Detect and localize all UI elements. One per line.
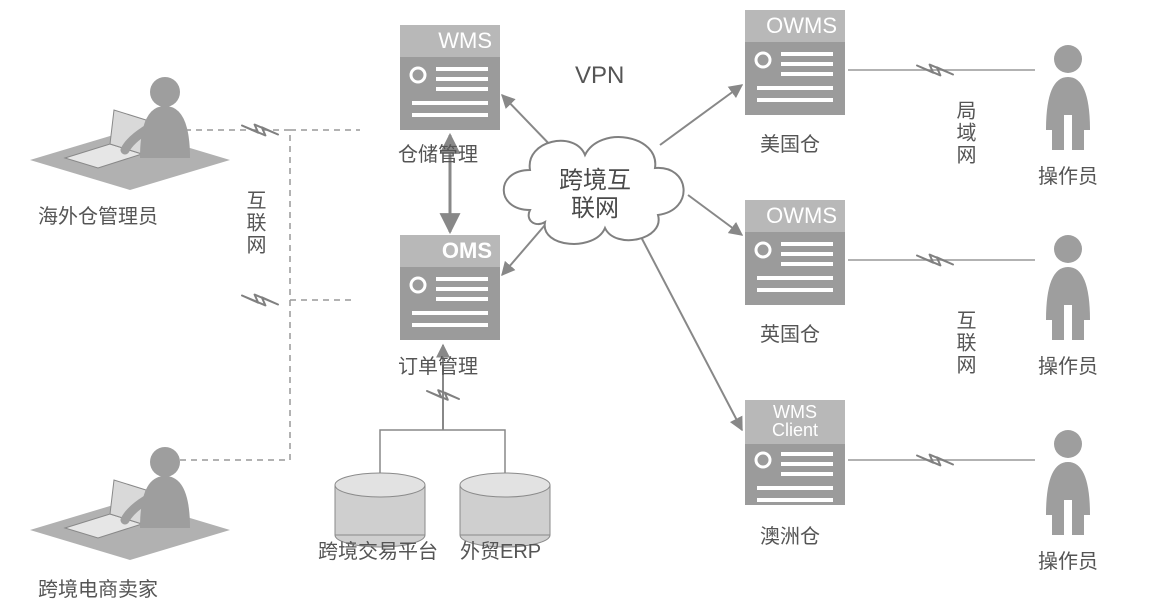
label-internet-left: 互联网 [240,190,269,256]
label-op1: 操作员 [1038,160,1098,189]
svg-text:OWMS: OWMS [766,13,837,38]
svg-text:OWMS: OWMS [766,203,837,228]
svg-text:WMS: WMS [438,28,492,53]
svg-text:OMS: OMS [442,238,492,263]
label-lan: 局域网 [950,100,979,166]
diagram-canvas: WMSOMS跨境互联网OWMSOWMSWMSClient [0,0,1159,615]
label-cyl1: 跨境交易平台 [318,540,398,564]
label-au: 澳洲仓 [760,520,820,549]
svg-text:WMSClient: WMSClient [772,402,818,440]
label-op3: 操作员 [1038,545,1098,574]
label-op2: 操作员 [1038,350,1098,379]
label-admin: 海外仓管理员 [38,200,158,229]
label-uk: 英国仓 [760,318,820,347]
label-us: 美国仓 [760,128,820,157]
label-internet-right: 互联网 [950,310,979,376]
label-oms: 订单管理 [398,350,478,379]
label-vpn: VPN [575,62,624,90]
label-wms: 仓储管理 [398,138,478,167]
label-seller: 跨境电商卖家 [38,573,158,602]
label-cyl2: 外贸ERP [460,540,520,564]
